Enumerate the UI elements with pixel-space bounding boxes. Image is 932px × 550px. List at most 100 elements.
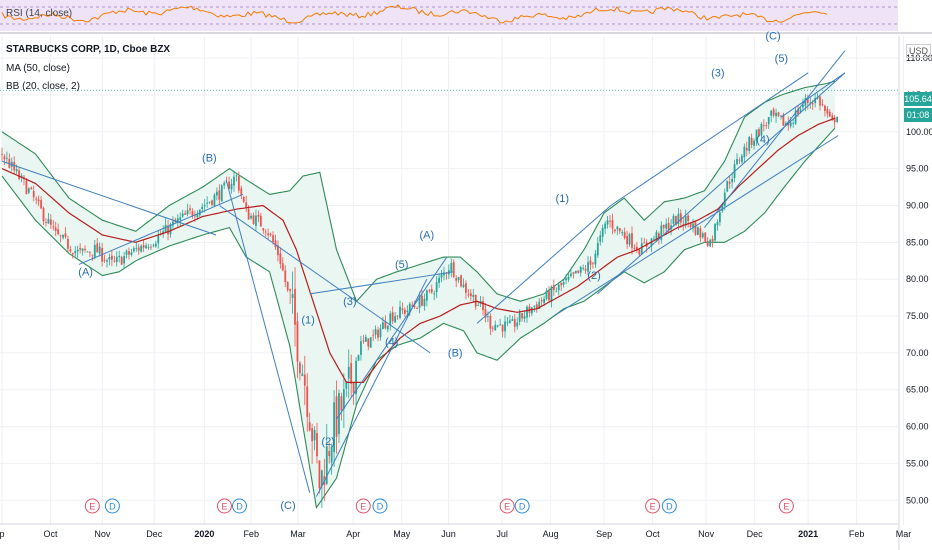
candle-body	[628, 234, 631, 245]
trendline[interactable]	[336, 256, 448, 420]
candle-body	[123, 256, 125, 264]
candle-body	[169, 224, 172, 235]
event-marker-earnings[interactable]	[499, 498, 515, 514]
candle-body	[255, 215, 257, 226]
candle-body	[665, 223, 668, 229]
event-marker-earnings[interactable]	[778, 498, 794, 514]
candle-body	[172, 221, 174, 226]
trendline[interactable]	[781, 72, 846, 118]
event-marker-dividend[interactable]	[661, 498, 677, 514]
event-marker-dividend[interactable]	[372, 498, 388, 514]
candle-body	[496, 325, 499, 327]
candle-body	[57, 229, 60, 235]
trendline[interactable]	[704, 50, 846, 228]
candle-body	[526, 306, 528, 318]
trendline[interactable]	[476, 205, 612, 324]
candle-body	[638, 249, 641, 255]
candle-body	[154, 243, 157, 247]
candle-body	[379, 328, 382, 338]
event-marker-dividend[interactable]	[231, 498, 247, 514]
event-marker-dividend[interactable]	[104, 498, 120, 514]
candle-body	[147, 247, 150, 249]
candle-body	[824, 105, 826, 111]
candle-body	[233, 176, 235, 186]
wave-label: (2)	[321, 436, 334, 448]
x-tick-label: 2021	[798, 529, 818, 539]
rsi-label[interactable]: RSI (14, close)	[6, 8, 73, 19]
candle-body	[836, 116, 839, 122]
candle-body	[267, 233, 270, 236]
trendline[interactable]	[553, 135, 839, 317]
candle-body	[760, 123, 763, 136]
candle-body	[45, 222, 47, 224]
candle-body	[494, 324, 497, 331]
event-marker-earnings[interactable]	[84, 498, 100, 514]
candle-body	[809, 102, 812, 104]
candle-body	[516, 322, 519, 327]
candle-body	[264, 231, 267, 233]
candle-body	[89, 252, 91, 254]
legend-bb[interactable]: BB (20, close, 2)	[6, 81, 80, 92]
trendline[interactable]	[315, 278, 428, 497]
candle-body	[469, 293, 472, 297]
candle-body	[128, 251, 130, 255]
candle-body	[301, 373, 304, 376]
trendline[interactable]	[309, 271, 454, 295]
candle-body	[736, 158, 738, 165]
y-tick-label: 75.00	[906, 311, 929, 321]
candle-body	[775, 112, 777, 117]
candle-body	[833, 117, 836, 123]
candle-body	[726, 180, 729, 192]
legend-title: STARBUCKS CORP, 1D, Cboe BZX	[6, 44, 171, 55]
currency-label[interactable]: USD	[906, 44, 932, 58]
legend-ma[interactable]: MA (50, close)	[6, 63, 70, 74]
candle-body	[506, 321, 509, 323]
candle-body	[518, 312, 521, 322]
candle-body	[27, 188, 30, 193]
candle-body	[382, 322, 384, 330]
x-tick-label: Dec	[747, 529, 764, 539]
candle-body	[438, 277, 440, 283]
event-marker-earnings[interactable]	[355, 498, 371, 514]
wave-label: (4)	[385, 337, 398, 349]
wave-label: (C)	[280, 500, 295, 512]
candle-body	[137, 247, 140, 251]
candle-body	[404, 309, 406, 314]
trendline[interactable]	[610, 72, 809, 206]
trendline[interactable]	[78, 193, 244, 265]
candle-body	[215, 191, 218, 196]
candle-body	[108, 256, 111, 260]
candle-body	[604, 223, 607, 229]
trendline[interactable]	[1, 160, 217, 236]
candle-body	[611, 219, 614, 229]
candle-body	[49, 219, 52, 225]
candle-body	[37, 199, 40, 202]
candle-body	[186, 210, 189, 215]
candle-body	[350, 363, 353, 384]
event-marker-earnings[interactable]	[216, 498, 232, 514]
event-marker-label: E	[783, 502, 789, 512]
x-tick-label: Oct	[43, 529, 58, 539]
candle-body	[235, 175, 238, 177]
y-tick-label: 70.00	[906, 348, 929, 358]
candle-body	[570, 273, 572, 277]
candle-body	[411, 305, 414, 307]
candle-body	[157, 235, 160, 244]
candle-body	[110, 255, 113, 260]
trendline[interactable]	[225, 179, 311, 494]
candle-body	[484, 309, 487, 318]
candle-body	[184, 213, 187, 215]
x-tick-label: 2020	[194, 529, 214, 539]
event-marker-earnings[interactable]	[645, 498, 661, 514]
candle-body	[335, 396, 338, 437]
trendline[interactable]	[219, 205, 431, 354]
candle-body	[47, 219, 50, 224]
candle-body	[355, 360, 357, 395]
candle-body	[67, 238, 69, 249]
trendline[interactable]	[597, 72, 846, 295]
event-marker-dividend[interactable]	[514, 498, 530, 514]
wave-label: (C)	[765, 31, 780, 43]
candle-body	[806, 99, 809, 104]
